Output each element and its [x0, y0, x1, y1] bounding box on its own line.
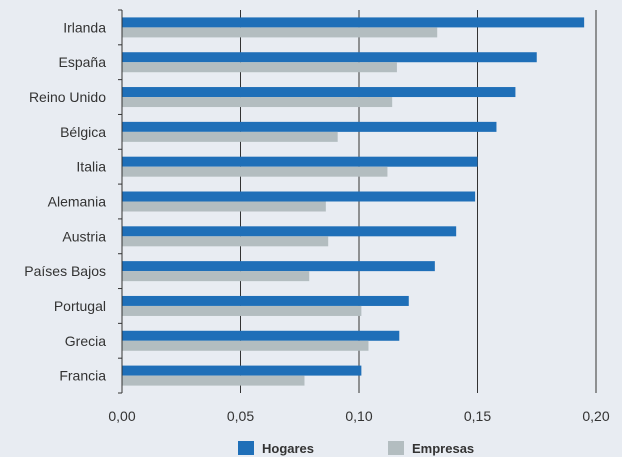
- category-label: Austria: [62, 228, 106, 244]
- bar-empresas-8: [122, 271, 310, 282]
- category-labels: Irlanda España Reino Unido Bélgica Italia Ale…: [24, 19, 106, 383]
- bar-empresas-7: [122, 236, 329, 247]
- bar-hogares-1: [122, 17, 585, 28]
- bar-hogares-11: [122, 365, 362, 376]
- bars: [122, 17, 585, 386]
- x-tick-label: 0,00: [108, 408, 135, 424]
- category-label: Grecia: [65, 333, 106, 349]
- bar-hogares-2: [122, 52, 537, 63]
- bar-hogares-4: [122, 121, 497, 132]
- legend-swatch-hogares: [238, 441, 254, 455]
- category-label: Bélgica: [60, 124, 106, 140]
- x-tick-labels: 0,00 0,05 0,10 0,15 0,20: [108, 408, 609, 424]
- bar-empresas-11: [122, 375, 305, 386]
- bar-hogares-3: [122, 87, 516, 98]
- category-label: Reino Unido: [29, 89, 106, 105]
- bar-empresas-5: [122, 166, 388, 177]
- bar-hogares-10: [122, 330, 400, 341]
- bar-hogares-6: [122, 191, 476, 202]
- bar-empresas-6: [122, 201, 326, 212]
- category-label: Francia: [59, 368, 106, 384]
- category-label: Italia: [76, 159, 106, 175]
- legend-swatch-empresas: [388, 441, 404, 455]
- bar-empresas-1: [122, 27, 438, 38]
- bar-empresas-4: [122, 131, 338, 142]
- bar-hogares-5: [122, 156, 478, 167]
- category-label: España: [59, 54, 107, 70]
- bar-hogares-7: [122, 226, 457, 237]
- bar-empresas-2: [122, 62, 397, 73]
- legend: Hogares Empresas: [238, 441, 474, 456]
- x-tick-label: 0,10: [345, 408, 372, 424]
- legend-label-empresas: Empresas: [412, 441, 474, 456]
- bar-empresas-3: [122, 97, 393, 108]
- y-axis: [118, 9, 123, 394]
- bar-hogares-8: [122, 261, 435, 272]
- bar-empresas-10: [122, 340, 369, 351]
- x-tick-label: 0,05: [227, 408, 254, 424]
- x-tick-label: 0,15: [464, 408, 491, 424]
- x-tick-label: 0,20: [582, 408, 609, 424]
- bar-hogares-9: [122, 295, 409, 306]
- bar-empresas-9: [122, 305, 362, 316]
- category-label: Portugal: [54, 298, 106, 314]
- category-label: Irlanda: [63, 19, 106, 35]
- category-label: Países Bajos: [24, 263, 106, 279]
- category-label: Alemania: [48, 194, 107, 210]
- legend-label-hogares: Hogares: [262, 441, 314, 456]
